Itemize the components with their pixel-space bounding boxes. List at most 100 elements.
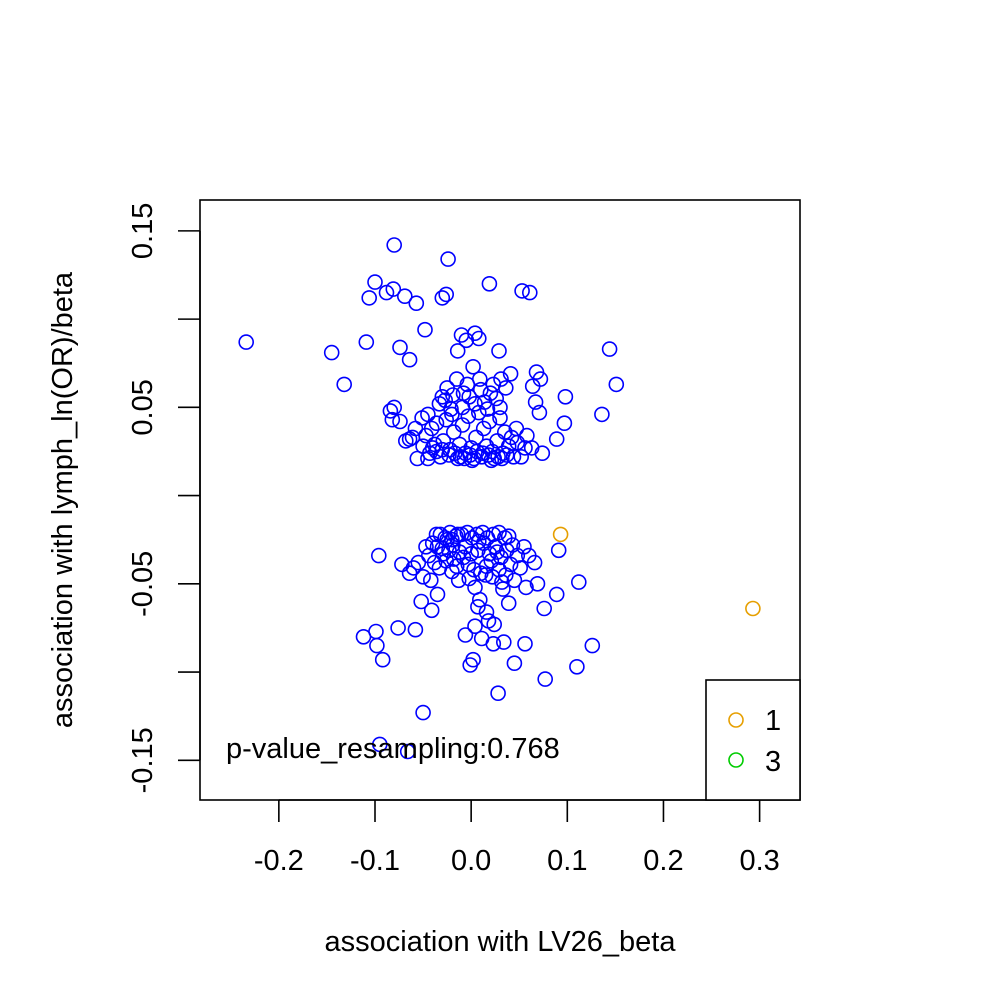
data-point — [407, 621, 424, 638]
data-point — [392, 339, 408, 356]
data-point — [418, 538, 434, 555]
data-point — [438, 286, 455, 303]
data-point — [386, 237, 403, 253]
data-point — [323, 344, 340, 361]
data-point — [495, 634, 512, 650]
data-point — [444, 531, 460, 548]
x-tick-label: 0.3 — [739, 845, 779, 877]
data-point — [449, 343, 466, 359]
x-tick-label: -0.1 — [350, 845, 400, 877]
data-point — [410, 554, 427, 571]
x-axis-label: association with LV26_beta — [325, 926, 677, 958]
data-point — [409, 450, 426, 467]
data-point — [460, 408, 477, 425]
data-point — [390, 620, 406, 636]
data-point — [518, 579, 534, 596]
data-point — [503, 429, 520, 446]
data-point — [482, 385, 499, 402]
data-point — [492, 399, 508, 416]
data-point — [470, 598, 486, 615]
data-point — [494, 574, 510, 590]
data-point — [512, 560, 529, 576]
y-axis-label: association with lymph_ln(OR)/beta — [47, 271, 79, 728]
data-point — [415, 704, 431, 721]
data-point — [460, 556, 477, 573]
data-point — [405, 560, 422, 576]
data-point — [569, 658, 585, 675]
data-point — [415, 438, 431, 455]
data-point — [437, 392, 454, 409]
annotation-p-value: p-value_resampling:0.768 — [226, 733, 560, 765]
data-point — [534, 445, 551, 462]
data-point — [505, 448, 522, 465]
data-point — [490, 685, 506, 702]
data-point — [420, 406, 436, 423]
data-point — [465, 358, 481, 375]
data-point — [471, 371, 488, 387]
data-point — [557, 388, 574, 405]
data-point — [485, 635, 502, 652]
y-tick-label: -0.15 — [127, 727, 159, 793]
data-point — [529, 575, 546, 592]
data-point — [474, 524, 491, 541]
data-point — [386, 399, 403, 416]
data-point — [465, 651, 481, 668]
data-point — [423, 602, 440, 619]
data-point — [367, 274, 383, 290]
data-point — [552, 526, 569, 543]
data-point — [500, 595, 517, 612]
data-point — [491, 343, 507, 359]
data-point — [471, 591, 488, 608]
data-point — [369, 637, 385, 654]
data-point — [438, 411, 455, 428]
data-point — [415, 568, 431, 585]
data-point — [336, 376, 353, 393]
data-point — [479, 401, 496, 417]
data-point — [524, 378, 541, 395]
data-point — [594, 406, 610, 423]
data-point — [450, 572, 467, 589]
data-point — [454, 417, 471, 433]
data-point — [384, 411, 401, 428]
data-point — [504, 537, 521, 553]
data-point — [370, 547, 387, 564]
data-point — [478, 604, 495, 620]
data-point — [470, 330, 487, 347]
y-tick-label: 0.05 — [127, 379, 159, 435]
data-point — [394, 556, 410, 573]
data-point — [441, 542, 457, 559]
legend: 1 3 — [705, 679, 801, 801]
data-point — [527, 394, 544, 410]
data-point — [517, 635, 533, 652]
data-point — [444, 406, 460, 423]
y-axis: -0.15 -0.05 0.05 0.15 — [127, 203, 201, 793]
data-point — [368, 623, 384, 640]
data-point — [470, 533, 487, 550]
data-point — [401, 351, 418, 368]
data-point — [498, 447, 515, 463]
data-point — [417, 321, 433, 338]
x-axis: -0.2 -0.1 0.0 0.1 0.2 0.3 — [254, 799, 780, 877]
data-point — [481, 413, 498, 430]
data-point — [483, 452, 500, 469]
data-point — [483, 553, 500, 569]
y-tick-label: -0.05 — [127, 551, 159, 617]
data-point — [491, 524, 507, 541]
data-point — [426, 436, 443, 453]
legend-label-1: 1 — [765, 705, 781, 737]
data-point — [531, 404, 548, 421]
x-tick-label: 0.1 — [547, 845, 587, 877]
data-point — [440, 251, 456, 267]
x-tick-label: -0.2 — [254, 845, 304, 877]
data-point — [422, 572, 439, 589]
data-point — [434, 388, 451, 405]
legend-marker-3 — [728, 752, 744, 768]
data-point — [467, 325, 483, 342]
data-point — [517, 440, 533, 456]
x-tick-label: 0.2 — [643, 845, 683, 877]
data-point — [464, 452, 480, 469]
data-point — [528, 364, 545, 380]
legend-box — [705, 679, 801, 801]
data-point — [456, 450, 473, 467]
